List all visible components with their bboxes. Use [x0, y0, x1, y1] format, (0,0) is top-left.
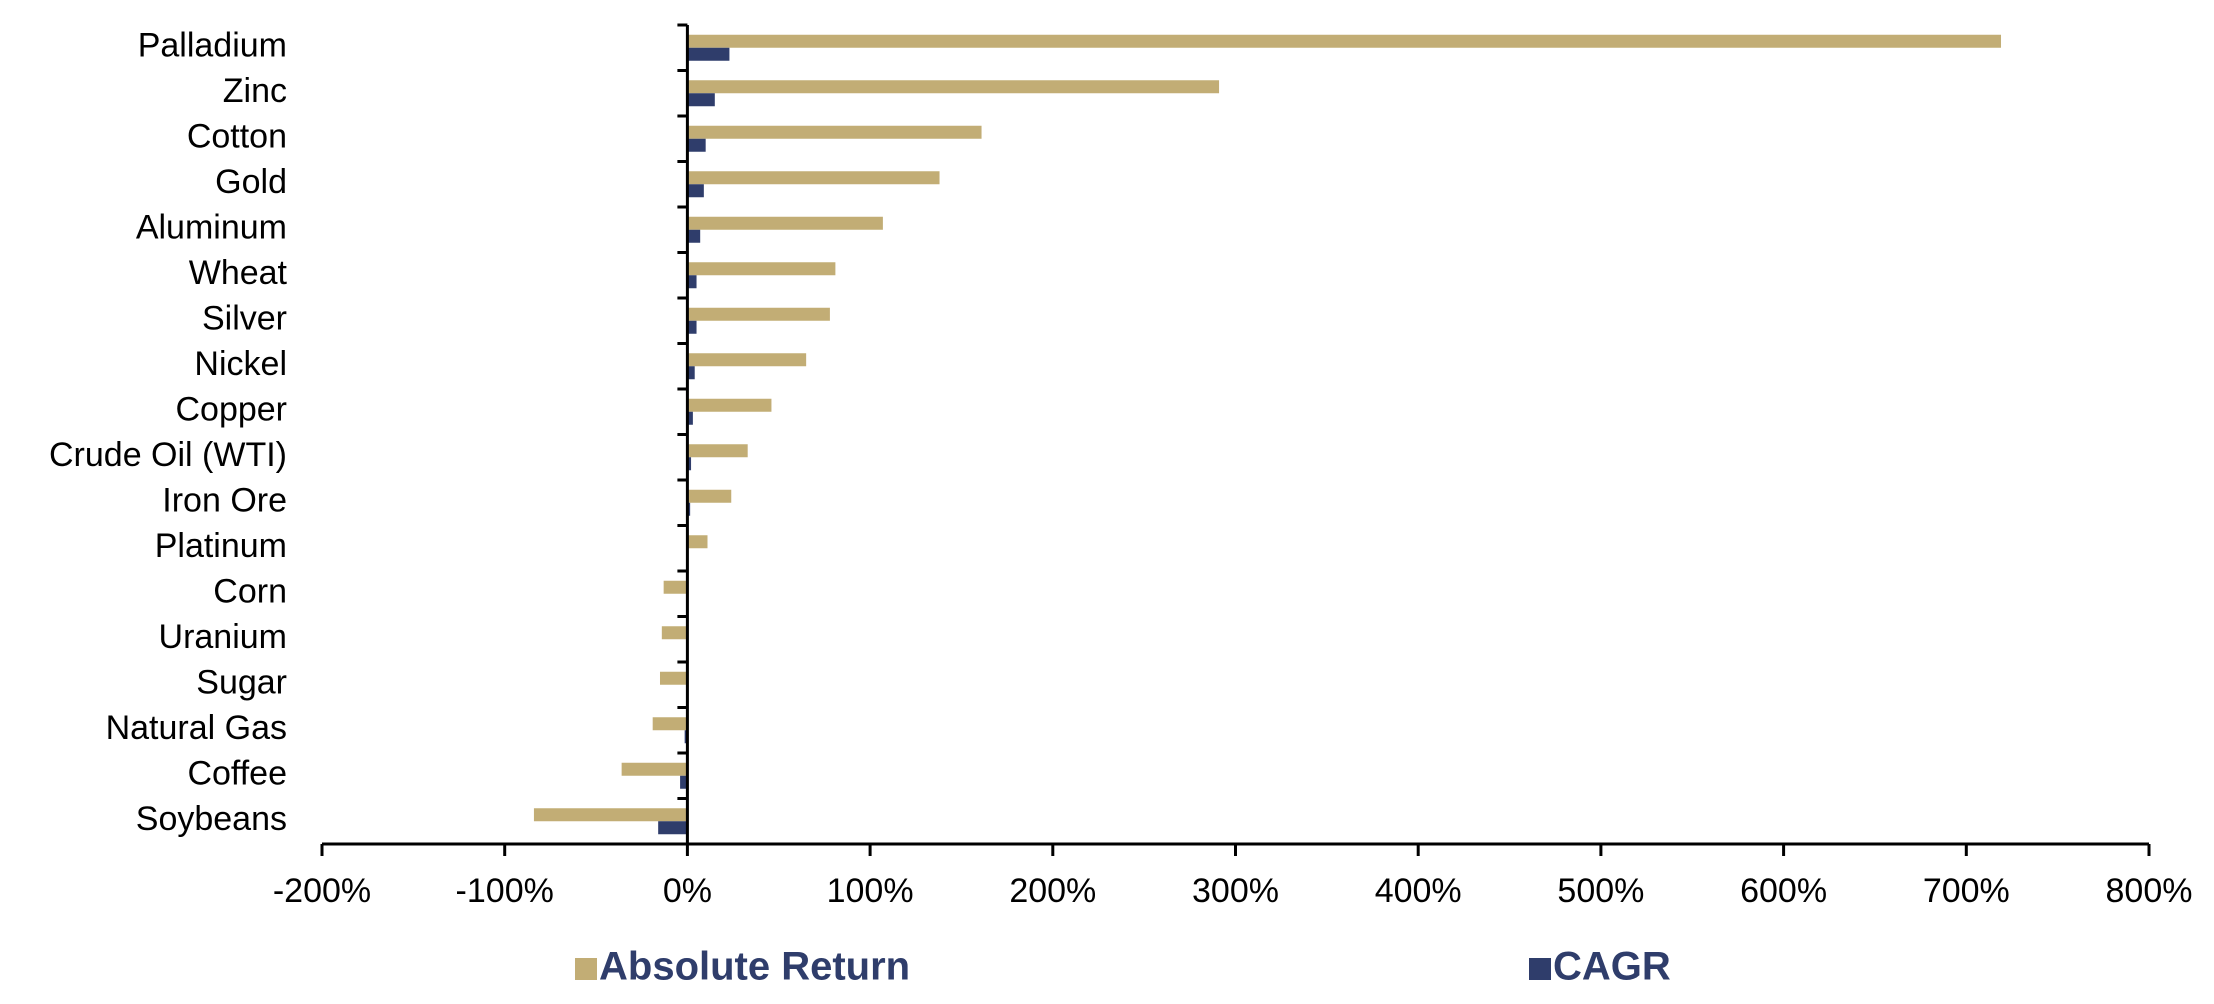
- category-label: Uranium: [159, 618, 287, 656]
- bar: [687, 366, 695, 380]
- bar: [680, 775, 688, 789]
- x-tick-label: 200%: [1009, 872, 1096, 910]
- bar: [687, 229, 701, 243]
- category-label: Gold: [215, 163, 287, 201]
- category-label: Crude Oil (WTI): [49, 436, 287, 474]
- category-label: Iron Ore: [162, 482, 287, 520]
- bar: [687, 398, 772, 412]
- bar: [687, 216, 883, 230]
- bar: [687, 307, 830, 321]
- legend-swatch: [575, 958, 597, 980]
- x-tick-label: -200%: [273, 872, 371, 910]
- bar: [658, 821, 688, 835]
- x-tick-label: 300%: [1192, 872, 1279, 910]
- bar: [687, 184, 704, 198]
- bar: [687, 47, 730, 61]
- legend-label: CAGR: [1553, 945, 1671, 989]
- bar: [652, 717, 688, 731]
- bar: [687, 411, 693, 425]
- category-label: Palladium: [138, 27, 287, 65]
- bar: [687, 138, 706, 152]
- bar: [659, 671, 688, 685]
- bar: [687, 34, 2002, 48]
- category-label: Corn: [213, 573, 287, 611]
- legend-swatch: [1529, 958, 1551, 980]
- category-label: Aluminum: [136, 209, 287, 247]
- bar: [687, 125, 982, 139]
- category-label: Platinum: [155, 527, 287, 565]
- x-tick-label: 500%: [1557, 872, 1644, 910]
- bar: [687, 489, 732, 503]
- bar: [687, 80, 1220, 94]
- x-tick-label: 400%: [1375, 872, 1462, 910]
- category-label: Cotton: [187, 118, 287, 156]
- category-label: Soybeans: [136, 800, 287, 838]
- bar: [661, 626, 688, 640]
- x-tick-label: 600%: [1740, 872, 1827, 910]
- bar: [533, 808, 688, 822]
- bar: [621, 762, 688, 776]
- category-label: Coffee: [187, 755, 287, 793]
- x-tick-label: 100%: [827, 872, 914, 910]
- category-label: Nickel: [194, 345, 287, 383]
- category-label: Wheat: [189, 254, 288, 292]
- bar: [687, 457, 692, 471]
- legend-label: Absolute Return: [599, 945, 910, 989]
- category-label: Copper: [175, 391, 287, 429]
- bar: [687, 262, 836, 276]
- category-label: Natural Gas: [106, 709, 287, 747]
- bar: [687, 275, 697, 289]
- category-label: Zinc: [223, 72, 287, 110]
- category-label: Sugar: [196, 664, 287, 702]
- x-tick-label: -100%: [456, 872, 554, 910]
- bar: [687, 171, 940, 185]
- bar: [687, 535, 708, 549]
- bar: [687, 93, 715, 107]
- bar: [687, 320, 697, 334]
- bar: [663, 580, 688, 594]
- bar: [687, 444, 748, 458]
- bar: [687, 353, 807, 367]
- x-tick-label: 700%: [1923, 872, 2010, 910]
- category-label: Silver: [202, 300, 287, 338]
- x-tick-label: 800%: [2106, 872, 2193, 910]
- x-tick-label: 0%: [663, 872, 712, 910]
